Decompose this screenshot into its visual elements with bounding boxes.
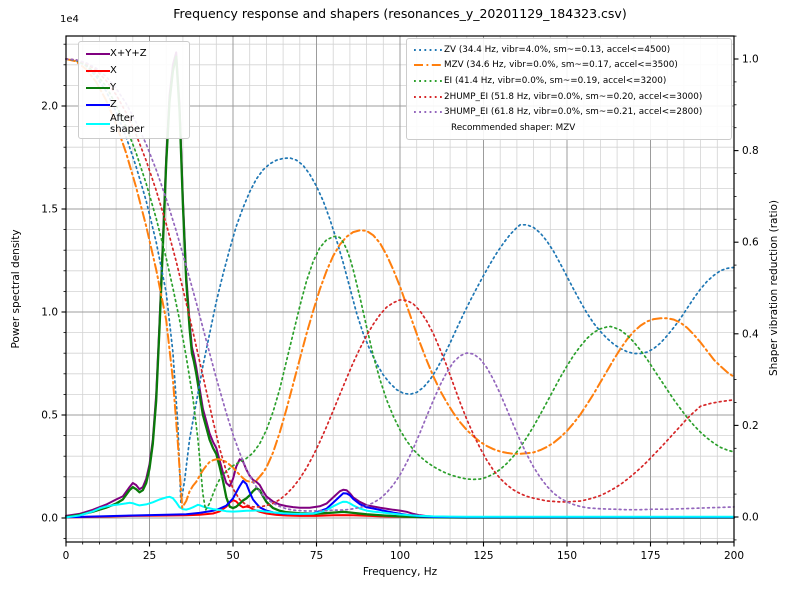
legend-shaper-item: EI (41.4 Hz, vibr=0.0%, sm~=0.19, accel<… — [414, 73, 724, 89]
y-right-tick-label: 0.0 — [742, 512, 759, 524]
legend-psd-item: Y — [86, 79, 182, 96]
y-left-tick-label: 1.0 — [41, 307, 58, 319]
x-tick-label: 0 — [63, 550, 70, 562]
y-left-tick-label: 0.0 — [41, 513, 58, 525]
series-after-shaper — [65, 495, 735, 519]
x-tick-label: 25 — [143, 550, 156, 562]
left-axis-label: Power spectral density — [10, 229, 22, 349]
psd-legend: X+Y+Z X Y Z After shaper — [78, 41, 190, 139]
legend-line-sample — [414, 64, 444, 67]
x-tick-label: 150 — [557, 550, 577, 562]
series-y — [64, 55, 736, 519]
y-right-tick-label: 0.4 — [742, 328, 759, 340]
legend-shaper-label: ZV (34.4 Hz, vibr=4.0%, sm~=0.13, accel<… — [444, 44, 671, 55]
legend-shaper-label: 3HUMP_EI (61.8 Hz, vibr=0.0%, sm~=0.21, … — [444, 107, 703, 118]
legend-psd-label: X — [110, 65, 117, 76]
legend-shaper-item: 3HUMP_EI (61.8 Hz, vibr=0.0%, sm~=0.21, … — [414, 104, 724, 120]
x-tick-label: 50 — [226, 550, 239, 562]
y-right-tick-label: 0.6 — [742, 237, 759, 249]
legend-line-sample — [414, 111, 444, 114]
x-tick-label: 125 — [473, 550, 493, 562]
legend-psd-label: After shaper — [110, 113, 145, 135]
y-right-tick-label: 0.8 — [742, 145, 759, 157]
right-axis-label: Shaper vibration reduction (ratio) — [768, 199, 780, 377]
legend-line-sample — [86, 86, 110, 89]
legend-psd-item: X+Y+Z — [86, 45, 182, 62]
page-title: Frequency response and shapers (resonanc… — [173, 6, 627, 21]
legend-psd-item: After shaper — [86, 113, 182, 135]
legend-psd-label: Y — [110, 82, 117, 93]
legend-shaper-label: MZV (34.6 Hz, vibr=0.0%, sm~=0.17, accel… — [444, 60, 678, 71]
y-right-tick-label: 1.0 — [742, 54, 759, 66]
y-left-tick-label: 2.0 — [41, 101, 58, 113]
legend-line-sample — [414, 79, 444, 82]
y-left-tick-label: 1.5 — [41, 204, 58, 216]
legend-psd-item: Z — [86, 96, 182, 113]
series-ei — [65, 58, 735, 511]
legend-psd-item: X — [86, 62, 182, 79]
axis-offset-label: 1e4 — [60, 14, 79, 25]
series-zv — [65, 58, 735, 505]
x-tick-label: 100 — [390, 550, 410, 562]
legend-shaper-label: EI (41.4 Hz, vibr=0.0%, sm~=0.19, accel<… — [444, 75, 667, 86]
y-left-tick-label: 0.5 — [41, 410, 58, 422]
legend-line-sample — [86, 123, 110, 125]
legend-line-sample — [414, 48, 444, 51]
series-2hump-ei — [65, 58, 735, 508]
legend-psd-label: Z — [110, 99, 117, 110]
recommended-shaper-note: Recommended shaper: MZV — [414, 120, 724, 136]
shaper-legend: ZV (34.4 Hz, vibr=4.0%, sm~=0.13, accel<… — [406, 38, 732, 140]
x-axis-label: Frequency, Hz — [362, 566, 438, 578]
legend-shaper-label: 2HUMP_EI (51.8 Hz, vibr=0.0%, sm~=0.20, … — [444, 91, 703, 102]
y-right-tick-label: 0.2 — [742, 420, 759, 432]
x-tick-label: 75 — [310, 550, 323, 562]
legend-line-sample — [414, 95, 444, 98]
legend-line-sample — [86, 103, 110, 106]
legend-line-sample — [86, 69, 110, 72]
legend-shaper-item: 2HUMP_EI (51.8 Hz, vibr=0.0%, sm~=0.20, … — [414, 89, 724, 105]
series-mzv — [65, 58, 735, 509]
series-3hump-ei — [65, 58, 735, 512]
x-tick-label: 175 — [640, 550, 660, 562]
recommended-shaper-text: Recommended shaper: MZV — [451, 122, 576, 133]
legend-line-sample — [86, 52, 110, 55]
legend-shaper-item: ZV (34.4 Hz, vibr=4.0%, sm~=0.13, accel<… — [414, 42, 724, 58]
legend-shaper-item: MZV (34.6 Hz, vibr=0.0%, sm~=0.17, accel… — [414, 58, 724, 74]
legend-psd-label: X+Y+Z — [110, 48, 147, 59]
x-tick-label: 200 — [724, 550, 744, 562]
